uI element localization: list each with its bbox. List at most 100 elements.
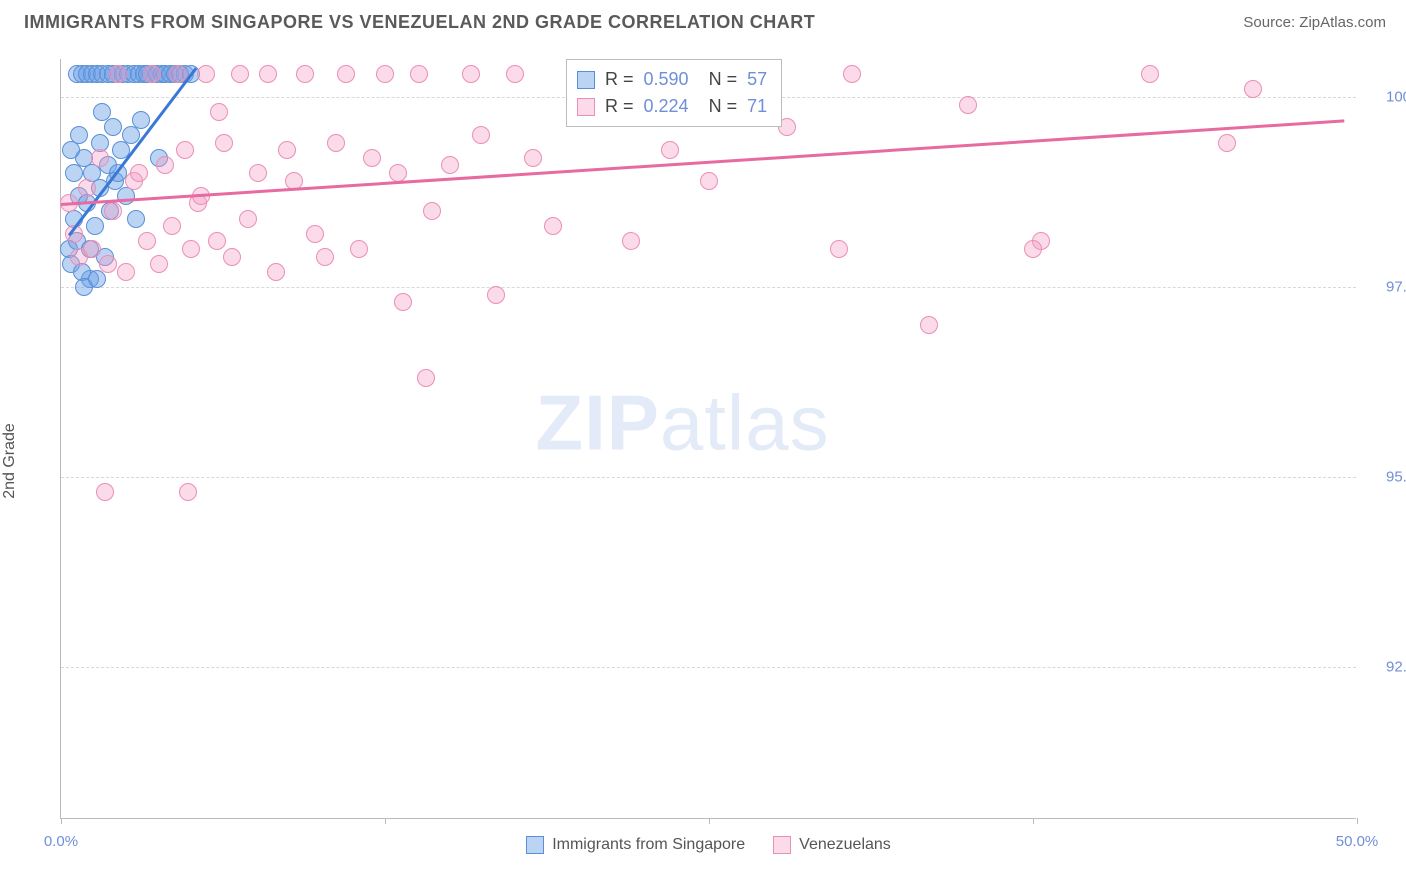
data-point: [524, 149, 542, 167]
data-point: [472, 126, 490, 144]
data-point: [506, 65, 524, 83]
y-tick-label: 95.0%: [1358, 469, 1406, 486]
x-tick: [1033, 818, 1034, 824]
x-tick-label: 0.0%: [44, 833, 78, 850]
data-point: [296, 65, 314, 83]
data-point: [239, 210, 257, 228]
data-point: [410, 65, 428, 83]
data-point: [1218, 134, 1236, 152]
series-swatch: [577, 71, 595, 89]
source-attribution: Source: ZipAtlas.com: [1243, 14, 1386, 31]
correlation-legend: R = 0.590 N = 57R = 0.224 N = 71: [566, 59, 782, 127]
data-point: [75, 278, 93, 296]
data-point: [117, 263, 135, 281]
data-point: [156, 156, 174, 174]
data-point: [350, 240, 368, 258]
data-point: [316, 248, 334, 266]
data-point: [132, 111, 150, 129]
legend-item[interactable]: Immigrants from Singapore: [526, 836, 745, 854]
x-tick: [61, 818, 62, 824]
data-point: [93, 103, 111, 121]
x-tick: [709, 818, 710, 824]
data-point: [109, 65, 127, 83]
data-point: [487, 286, 505, 304]
data-point: [78, 179, 96, 197]
data-point: [96, 483, 114, 501]
gridline: [61, 477, 1356, 478]
data-point: [62, 141, 80, 159]
data-point: [163, 217, 181, 235]
data-point: [231, 65, 249, 83]
data-point: [91, 149, 109, 167]
data-point: [417, 369, 435, 387]
legend-item[interactable]: Venezuelans: [773, 836, 891, 854]
correlation-row: R = 0.590 N = 57: [577, 66, 767, 93]
data-point: [83, 240, 101, 258]
data-point: [830, 240, 848, 258]
gridline: [61, 287, 1356, 288]
scatter-plot: ZIPatlas R = 0.590 N = 57R = 0.224 N = 7…: [60, 59, 1356, 819]
data-point: [327, 134, 345, 152]
data-point: [65, 164, 83, 182]
data-point: [176, 141, 194, 159]
data-point: [182, 240, 200, 258]
legend-bottom: Immigrants from Singapore Venezuelans: [61, 836, 1356, 854]
data-point: [337, 65, 355, 83]
data-point: [210, 103, 228, 121]
legend-swatch: [526, 836, 544, 854]
data-point: [179, 483, 197, 501]
data-point: [208, 232, 226, 250]
data-point: [389, 164, 407, 182]
source-link[interactable]: ZipAtlas.com: [1299, 14, 1386, 31]
data-point: [843, 65, 861, 83]
data-point: [104, 118, 122, 136]
data-point: [462, 65, 480, 83]
data-point: [223, 248, 241, 266]
x-tick-label: 50.0%: [1336, 833, 1379, 850]
x-tick: [1357, 818, 1358, 824]
legend-label: Venezuelans: [799, 836, 891, 854]
data-point: [99, 255, 117, 273]
data-point: [920, 316, 938, 334]
y-axis-label: 2nd Grade: [1, 423, 19, 499]
legend-label: Immigrants from Singapore: [552, 836, 745, 854]
data-point: [267, 263, 285, 281]
trend-line: [61, 120, 1344, 206]
data-point: [1141, 65, 1159, 83]
correlation-row: R = 0.224 N = 71: [577, 93, 767, 120]
data-point: [127, 210, 145, 228]
gridline: [61, 667, 1356, 668]
watermark: ZIPatlas: [536, 378, 830, 469]
data-point: [363, 149, 381, 167]
data-point: [1244, 80, 1262, 98]
data-point: [138, 232, 156, 250]
data-point: [376, 65, 394, 83]
data-point: [150, 255, 168, 273]
data-point: [661, 141, 679, 159]
data-point: [130, 164, 148, 182]
data-point: [1024, 240, 1042, 258]
data-point: [143, 65, 161, 83]
y-tick-label: 100.0%: [1358, 89, 1406, 106]
data-point: [86, 217, 104, 235]
legend-swatch: [773, 836, 791, 854]
data-point: [104, 202, 122, 220]
data-point: [700, 172, 718, 190]
x-tick: [385, 818, 386, 824]
data-point: [249, 164, 267, 182]
data-point: [215, 134, 233, 152]
data-point: [278, 141, 296, 159]
data-point: [622, 232, 640, 250]
data-point: [423, 202, 441, 220]
data-point: [259, 65, 277, 83]
y-tick-label: 97.5%: [1358, 279, 1406, 296]
data-point: [306, 225, 324, 243]
chart-title: IMMIGRANTS FROM SINGAPORE VS VENEZUELAN …: [24, 12, 815, 33]
source-label: Source:: [1243, 14, 1295, 31]
series-swatch: [577, 98, 595, 116]
y-tick-label: 92.5%: [1358, 659, 1406, 676]
data-point: [441, 156, 459, 174]
data-point: [544, 217, 562, 235]
data-point: [959, 96, 977, 114]
data-point: [197, 65, 215, 83]
